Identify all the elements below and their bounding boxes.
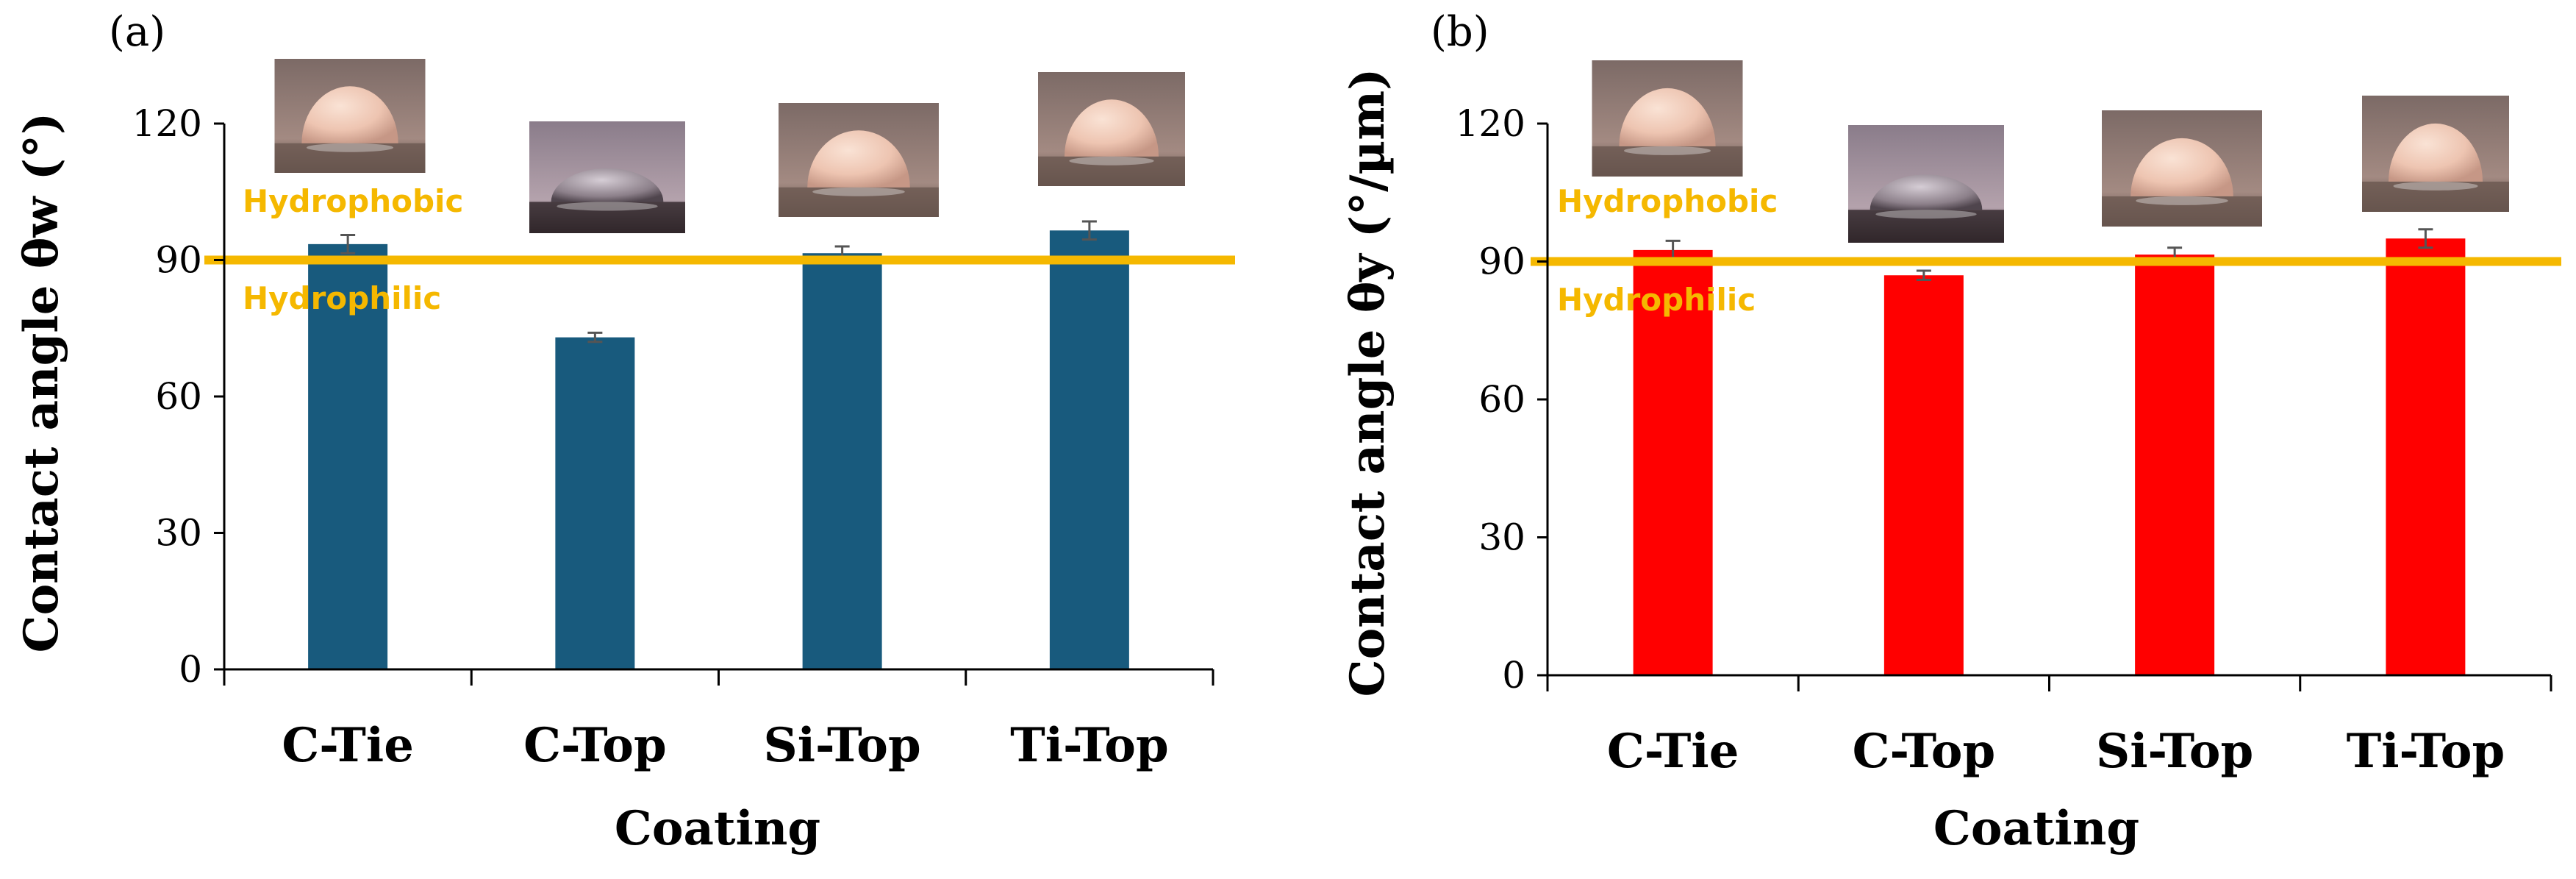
y-tick-label: 90 xyxy=(155,239,202,282)
droplet-c-tie-photo xyxy=(1592,60,1743,177)
panel-b-y-axis: 0 30 60 90 120 xyxy=(1456,102,1549,697)
panel-a-label: (a) xyxy=(109,8,165,56)
droplet-ti-top-photo xyxy=(1038,72,1185,186)
errorbar-c-top xyxy=(1916,269,1931,281)
panel-a-y-axis: 0 30 60 90 120 xyxy=(132,102,226,691)
y-tick-label: 30 xyxy=(1478,516,1525,559)
errorbar-c-top xyxy=(587,331,603,344)
panel-b-label: (b) xyxy=(1431,8,1489,56)
bar-ti-top xyxy=(1049,230,1129,669)
y-tick-label: 0 xyxy=(1502,654,1525,697)
panel-a-hydrophobic-label: Hydrophobic xyxy=(243,183,463,219)
bar-ti-top xyxy=(2386,238,2466,675)
errorbar-c-tie xyxy=(340,233,356,255)
droplet-ti-top-photo xyxy=(2362,96,2509,212)
panel-a-x-axis-title: Coating xyxy=(615,801,820,856)
x-tick-label-c-tie: C-Tie xyxy=(1607,724,1739,779)
y-tick-label: 60 xyxy=(1478,378,1525,421)
droplet-si-top-photo xyxy=(2102,110,2262,227)
panel-b-hydrophilic-label: Hydrophilic xyxy=(1557,282,1756,318)
y-tick-label: 30 xyxy=(155,512,202,555)
panel-b-bars xyxy=(1633,238,2466,675)
x-tick-label-c-tie: C-Tie xyxy=(282,718,414,773)
errorbar-ti-top xyxy=(1081,220,1097,241)
droplet-si-top-photo xyxy=(779,103,939,217)
panel-a-y-axis-title: Contact angle θw (°) xyxy=(14,113,69,653)
panel-a-x-axis: C-Tie C-Top Si-Top Ti-Top xyxy=(223,668,1214,773)
droplet-c-tie-photo xyxy=(274,59,426,173)
x-tick-label-c-top: C-Top xyxy=(523,718,667,773)
x-tick-label-c-top: C-Top xyxy=(1853,724,1996,779)
panel-b-chart: (b) Hydrophobic Hydrophilic 0 30 60 90 120 C… xyxy=(1340,8,2561,856)
panel-a-chart: (a) Hydrophobic Hydrophilic 0 30 60 90 120 C… xyxy=(14,8,1235,856)
droplet-c-top-photo xyxy=(529,121,685,233)
bar-c-tie xyxy=(308,243,388,669)
panel-b-x-axis-title: Coating xyxy=(1933,801,2139,856)
panel-a-bars xyxy=(308,230,1129,670)
bar-si-top xyxy=(2135,255,2215,675)
panel-b-photos xyxy=(1592,60,2509,243)
bar-si-top xyxy=(802,253,882,670)
panel-b-x-axis: C-Tie C-Top Si-Top Ti-Top xyxy=(1546,674,2552,779)
panel-b-errorbars xyxy=(1665,228,2433,281)
bar-c-top xyxy=(555,337,635,669)
panel-a-photos xyxy=(274,59,1185,233)
panel-b-hydrophobic-label: Hydrophobic xyxy=(1557,183,1778,219)
y-tick-label: 90 xyxy=(1478,241,1525,283)
x-tick-label-si-top: Si-Top xyxy=(764,718,921,773)
panel-b-y-axis-title: Contact angle θy (°/µm) xyxy=(1340,68,1395,697)
y-tick-label: 0 xyxy=(179,648,202,691)
panel-a-errorbars xyxy=(340,220,1097,344)
panel-a-hydrophilic-label: Hydrophilic xyxy=(243,280,441,316)
droplet-c-top-photo xyxy=(1848,125,2004,243)
x-tick-label-ti-top: Ti-Top xyxy=(2347,724,2505,779)
y-tick-label: 120 xyxy=(132,102,202,145)
x-tick-label-si-top: Si-Top xyxy=(2096,724,2253,779)
y-tick-label: 120 xyxy=(1456,102,1525,145)
errorbar-ti-top xyxy=(2418,228,2433,249)
bar-c-tie xyxy=(1633,249,1713,675)
bar-c-top xyxy=(1883,275,1964,675)
y-tick-label: 60 xyxy=(155,375,202,418)
x-tick-label-ti-top: Ti-Top xyxy=(1010,718,1169,773)
